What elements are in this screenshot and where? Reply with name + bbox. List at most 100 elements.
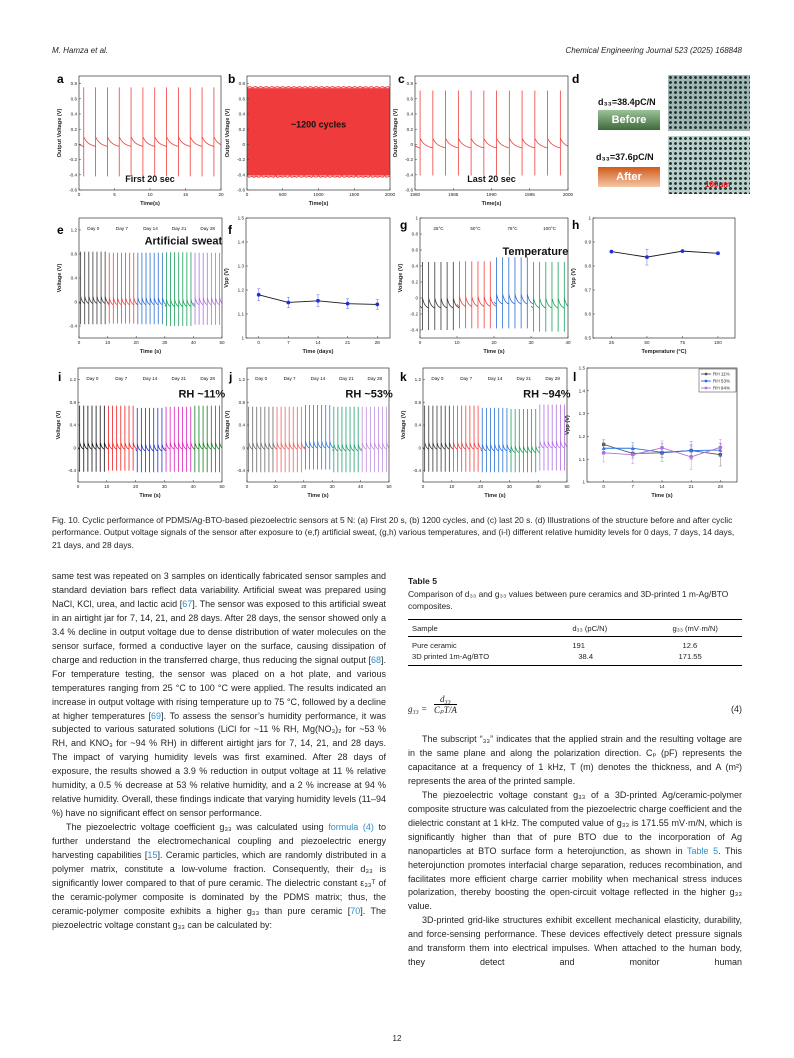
chart-annotation: ~1200 cycles [291, 119, 346, 129]
x-tick-label: 20 [478, 484, 484, 489]
x-tick-label: 15 [183, 192, 189, 197]
reference-link[interactable]: 68 [370, 654, 381, 665]
pulse-series-3 [164, 252, 196, 326]
x-tick-label: 21 [345, 340, 351, 345]
y-tick-label: 1.2 [71, 228, 78, 233]
x-tick-label: 20 [301, 484, 307, 489]
y-tick-label: 0.8 [239, 400, 246, 405]
x-tick-label: 21 [689, 484, 695, 489]
y-tick-label: -0.4 [69, 172, 77, 177]
text-run: to further understand the electromechani… [52, 822, 386, 861]
chart-annotation: Temperature [503, 246, 569, 258]
panel-letter-f: f [228, 223, 232, 237]
segment-label: Day 14 [311, 376, 326, 381]
data-point [718, 445, 723, 450]
plot-area [247, 405, 389, 473]
pulse-series-1 [275, 406, 306, 473]
y-tick-label: 0.4 [412, 264, 419, 269]
x-axis-label: Time (s) [651, 493, 672, 499]
series-line-0 [611, 250, 718, 258]
segment-label: Day 21 [339, 376, 354, 381]
y-axis-label: Output Voltage (V) [225, 109, 231, 158]
x-tick-label: 0 [77, 484, 80, 489]
x-tick-label: 0 [246, 192, 249, 197]
x-tick-label: 7 [632, 484, 635, 489]
y-tick-label: 1.3 [238, 264, 245, 269]
segment-label: Day 28 [200, 376, 215, 381]
x-tick-label: 14 [659, 484, 665, 489]
reference-link[interactable]: 69 [151, 710, 162, 721]
equation-fraction: d₃₃ CₚT/A [434, 694, 457, 716]
reference-link[interactable]: Table 5 [686, 845, 719, 856]
y-tick-label: 0.2 [412, 280, 419, 285]
text-run: ]. For temperature testing, the sensor w… [52, 654, 386, 721]
y-tick-label: 0.4 [239, 112, 246, 117]
x-tick-label: 100 [714, 340, 722, 345]
text-run: ]. The piezoelectric voltage constant g₃… [52, 905, 386, 930]
y-axis-label: Voltage (V) [56, 410, 62, 439]
x-axis-label: Time(s) [482, 201, 502, 207]
y-tick-label: 0.6 [412, 248, 419, 253]
x-tick-label: 40 [565, 340, 571, 345]
scale-bar-label: 100μm [705, 180, 731, 189]
x-tick-label: 28 [375, 340, 381, 345]
text-run: . This heterojunction promotes interfaci… [408, 845, 742, 912]
equation-numerator: d₃₃ [434, 694, 457, 705]
table-row: 3D printed 1m-Ag/BTO 38.4 171.55 [408, 651, 742, 666]
x-tick-label: 1980 [410, 192, 421, 197]
paragraph: same test was repeated on 3 samples on i… [52, 570, 386, 821]
chart-annotation: RH ~11% [178, 389, 225, 401]
y-tick-label: -0.4 [237, 172, 245, 177]
y-tick-label: -0.6 [69, 188, 77, 193]
pulse-series-2 [135, 407, 167, 473]
y-tick-label: 0 [410, 142, 413, 147]
y-axis-label: Output Voltage (V) [393, 109, 399, 158]
plot-area [420, 257, 568, 332]
plot-frame [78, 75, 222, 191]
reference-link[interactable]: 15 [147, 850, 158, 861]
y-tick-label: 1 [241, 336, 244, 341]
legend-label: RH 53% [713, 379, 730, 384]
y-tick-label: 0.8 [71, 81, 78, 86]
pulse-series-1 [456, 261, 497, 329]
x-tick-label: 40 [358, 484, 364, 489]
data-point [286, 300, 291, 305]
equation-4: g₃₃ = d₃₃ CₚT/A (4) [408, 694, 742, 724]
chart-k: Day 0 Day 7 Day 14 Day 21 Day 28 0 10 20 30 40 50 -… [401, 367, 571, 499]
y-tick-label: 0.6 [407, 96, 414, 101]
chart-j: Day 0 Day 7 Day 14 Day 21 Day 28 0 10 20 30 40 50 -… [225, 367, 393, 499]
y-tick-label: 1.2 [239, 377, 246, 382]
panel-letter-a: a [57, 72, 64, 86]
reference-link[interactable]: 70 [350, 905, 361, 916]
x-tick-label: 50 [219, 340, 225, 345]
paragraph: 3D-printed grid-like structures exhibit … [408, 914, 742, 970]
data-point [345, 301, 350, 306]
plot-area [423, 404, 567, 473]
y-tick-label: -0.4 [69, 324, 77, 329]
y-tick-label: -0.4 [237, 468, 245, 473]
y-axis-label: Voltage (V) [57, 263, 63, 292]
panel-letter-g: g [400, 218, 408, 232]
reference-link[interactable]: formula (4) [328, 822, 374, 833]
legend-marker [704, 379, 708, 383]
x-tick-label: 50 [219, 484, 225, 489]
x-tick-label: 10 [449, 484, 455, 489]
chart-c: 1980 1985 1990 1995 2000 -0.6 -0.4 -0.2 0 0.2 0.4 0… [393, 75, 574, 207]
before-badge: Before [598, 110, 660, 130]
pulse-series-4 [360, 406, 389, 473]
text-run: ]. Ceramic particles, which are randomly… [52, 850, 386, 916]
y-tick-label: -0.6 [237, 188, 245, 193]
chart-annotation: Artificial sweat [145, 235, 223, 247]
text-run: The piezoelectric voltage constant g₃₃ o… [408, 789, 742, 856]
plot-frame [246, 367, 390, 483]
micrograph-after [668, 136, 750, 194]
x-tick-label: 30 [162, 484, 168, 489]
x-tick-label: 30 [528, 340, 534, 345]
y-tick-label: 0.9 [585, 240, 592, 245]
x-tick-label: 40 [191, 484, 197, 489]
y-tick-label: 1.4 [579, 388, 586, 393]
legend-label: RH 11% [713, 372, 730, 377]
y-axis-label: Vpp (V) [565, 415, 571, 435]
equation-number: (4) [731, 704, 742, 714]
reference-link[interactable]: 67 [182, 598, 193, 609]
